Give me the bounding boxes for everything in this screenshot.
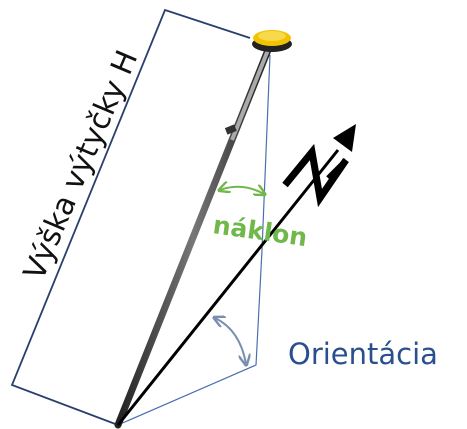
pole-top xyxy=(230,49,270,141)
azimuth-line xyxy=(116,149,340,426)
orientation-label: Orientácia xyxy=(288,337,438,371)
height-label: Výška výtyčky H xyxy=(17,45,145,285)
receiver xyxy=(252,30,292,52)
height-bracket xyxy=(10,8,251,426)
tilt-arc xyxy=(220,187,264,194)
pole-clamp xyxy=(224,124,237,135)
orientation-arc xyxy=(215,318,246,364)
projection-line xyxy=(117,54,271,426)
north-symbol xyxy=(282,124,356,208)
